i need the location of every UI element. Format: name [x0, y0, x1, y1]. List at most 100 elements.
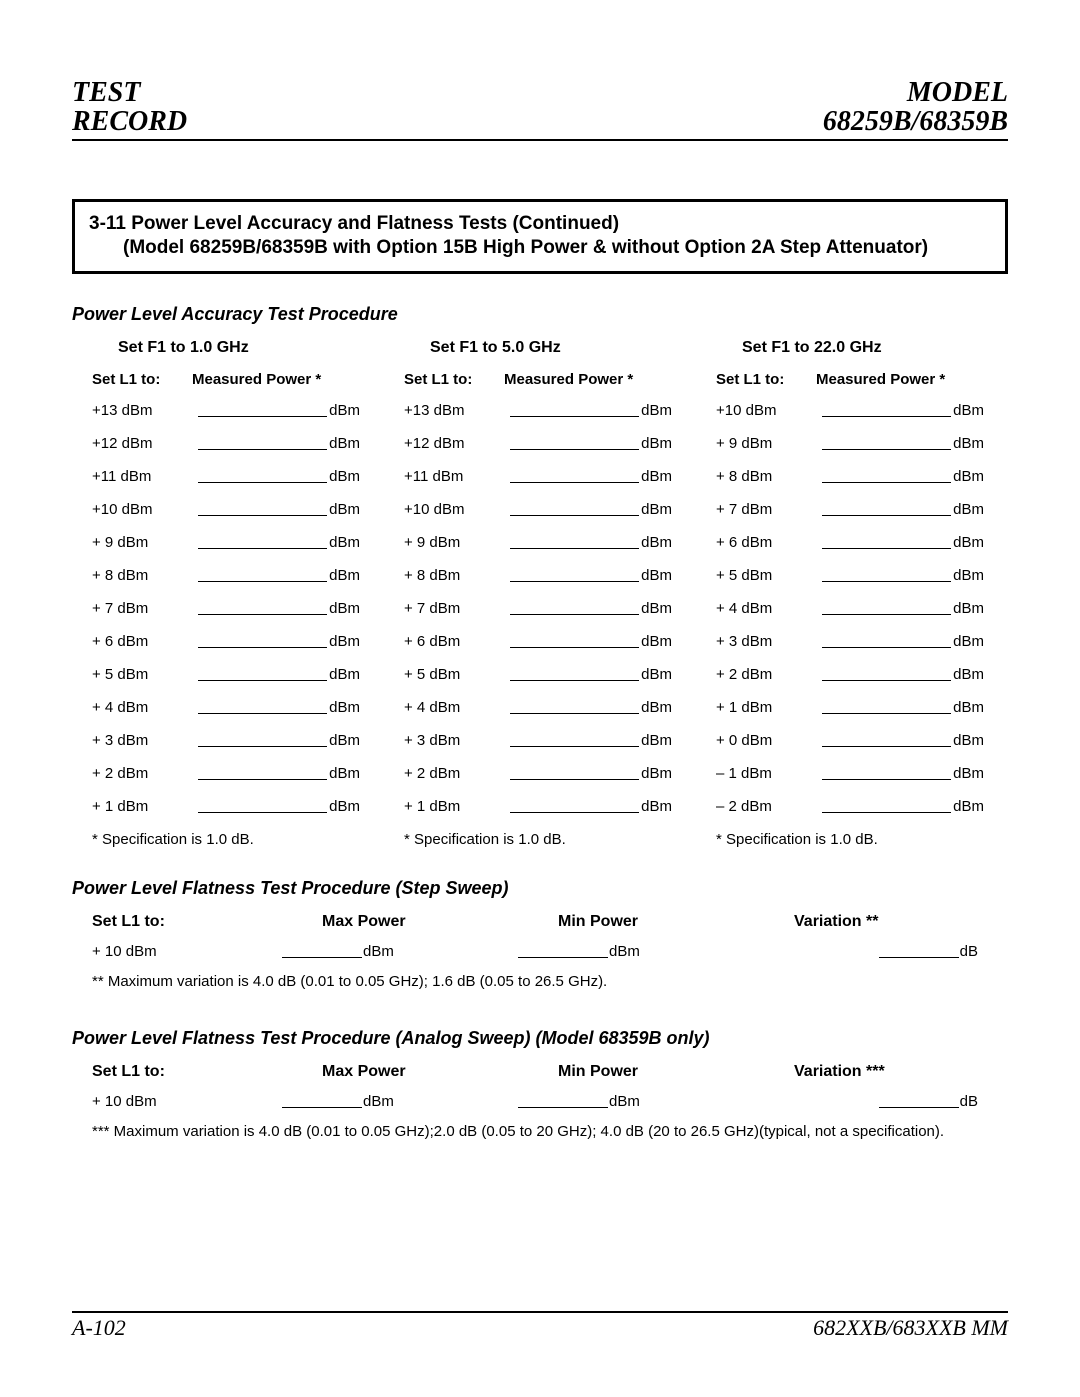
unit-dbm: dBm	[641, 600, 672, 617]
accuracy-row: + 2 dBmdBm	[92, 765, 364, 782]
accuracy-measured-field: dBm	[192, 600, 364, 617]
unit-dbm: dBm	[953, 765, 984, 782]
accuracy-row: – 1 dBm dBm	[716, 765, 988, 782]
accuracy-measured-field: dBm	[192, 699, 364, 716]
accuracy-measured-field: dBm	[192, 798, 364, 815]
flatness-analog-col4: Variation ***	[754, 1063, 988, 1081]
accuracy-level: + 2 dBm	[716, 666, 816, 683]
accuracy-row: + 4 dBmdBm	[716, 600, 988, 617]
flatness-analog-var-field: dB	[754, 1093, 988, 1110]
accuracy-measured-field: dBm	[504, 765, 676, 782]
unit-dbm: dBm	[953, 435, 984, 452]
accuracy-level: + 1 dBm	[716, 699, 816, 716]
accuracy-spec-note: * Specification is 1.0 dB.	[716, 831, 988, 848]
accuracy-measured-field: dBm	[192, 732, 364, 749]
unit-dbm: dBm	[641, 732, 672, 749]
accuracy-measured-field: dBm	[816, 732, 988, 749]
accuracy-measured-field: dBm	[816, 402, 988, 419]
accuracy-measured-field: dBm	[192, 633, 364, 650]
accuracy-row: +12 dBmdBm	[92, 435, 364, 452]
unit-dbm: dBm	[641, 534, 672, 551]
flatness-analog-table: Set L1 to: Max Power Min Power Variation…	[72, 1063, 1008, 1142]
flatness-step-col2: Max Power	[282, 913, 518, 931]
accuracy-row: + 7 dBmdBm	[716, 501, 988, 518]
accuracy-row: +11 dBmdBm	[92, 468, 364, 485]
accuracy-measured-field: dBm	[504, 732, 676, 749]
unit-dbm: dBm	[953, 732, 984, 749]
accuracy-measured-field: dBm	[192, 765, 364, 782]
flatness-step-note: ** Maximum variation is 4.0 dB (0.01 to …	[116, 972, 988, 992]
accuracy-level: + 1 dBm	[92, 798, 192, 815]
accuracy-level: +10 dBm	[716, 402, 816, 419]
accuracy-measured-field: dBm	[504, 468, 676, 485]
accuracy-measured-field: dBm	[504, 798, 676, 815]
accuracy-level: – 1 dBm	[716, 765, 816, 782]
unit-dbm: dBm	[953, 567, 984, 584]
accuracy-measured-field: dBm	[504, 435, 676, 452]
unit-dbm: dBm	[363, 943, 394, 960]
header-right-line1: MODEL	[823, 78, 1008, 107]
unit-dbm: dBm	[641, 468, 672, 485]
accuracy-measured-field: dBm	[192, 534, 364, 551]
accuracy-row: + 1 dBmdBm	[92, 798, 364, 815]
accuracy-measured-field: dBm	[192, 501, 364, 518]
accuracy-row: – 2 dBmdBm	[716, 798, 988, 815]
unit-dbm: dBm	[953, 534, 984, 551]
accuracy-level: + 8 dBm	[92, 567, 192, 584]
accuracy-level: + 0 dBm	[716, 732, 816, 749]
accuracy-level: + 7 dBm	[716, 501, 816, 518]
accuracy-row: + 1 dBmdBm	[404, 798, 676, 815]
unit-dbm: dBm	[329, 567, 360, 584]
accuracy-row: + 3 dBmdBm	[92, 732, 364, 749]
accuracy-row: + 2 dBmdBm	[404, 765, 676, 782]
accuracy-spec-note: * Specification is 1.0 dB.	[92, 831, 364, 848]
accuracy-level: +13 dBm	[404, 402, 504, 419]
flatness-step-max-field: dBm	[282, 943, 518, 960]
accuracy-row: +11 dBm dBm	[404, 468, 676, 485]
unit-dbm: dBm	[329, 732, 360, 749]
accuracy-measured-field: dBm	[816, 666, 988, 683]
unit-dbm: dBm	[953, 600, 984, 617]
accuracy-row: + 2 dBmdBm	[716, 666, 988, 683]
unit-dbm: dBm	[641, 666, 672, 683]
accuracy-measured-field: dBm	[504, 633, 676, 650]
accuracy-col-measured: Measured Power *	[816, 371, 988, 388]
accuracy-row: +10 dBmdBm	[404, 501, 676, 518]
accuracy-level: + 8 dBm	[404, 567, 504, 584]
accuracy-row: + 3 dBmdBm	[716, 633, 988, 650]
unit-dbm: dBm	[609, 943, 640, 960]
accuracy-measured-field: dBm	[192, 468, 364, 485]
accuracy-measured-field: dBm	[192, 567, 364, 584]
page-footer: A-102 682XXB/683XXB MM	[72, 1311, 1008, 1341]
accuracy-row: + 6 dBmdBm	[404, 633, 676, 650]
accuracy-row: + 1 dBmdBm	[716, 699, 988, 716]
accuracy-measured-field: dBm	[816, 534, 988, 551]
accuracy-measured-field: dBm	[816, 765, 988, 782]
accuracy-row: + 9 dBm dBm	[404, 534, 676, 551]
page-header: TEST RECORD MODEL 68259B/68359B	[72, 78, 1008, 141]
accuracy-level: + 9 dBm	[404, 534, 504, 551]
accuracy-measured-field: dBm	[504, 534, 676, 551]
accuracy-group: Set F1 to 1.0 GHzSet L1 to:Measured Powe…	[92, 339, 364, 848]
accuracy-measured-field: dBm	[816, 567, 988, 584]
accuracy-row: +13 dBmdBm	[404, 402, 676, 419]
accuracy-level: + 4 dBm	[404, 699, 504, 716]
accuracy-col-set: Set L1 to:	[404, 371, 504, 388]
accuracy-row: + 9 dBmdBm	[716, 435, 988, 452]
accuracy-measured-field: dBm	[816, 633, 988, 650]
accuracy-level: + 7 dBm	[404, 600, 504, 617]
accuracy-col-set: Set L1 to:	[716, 371, 816, 388]
unit-db: dB	[960, 1093, 978, 1110]
accuracy-level: +11 dBm	[92, 468, 192, 485]
accuracy-measured-field: dBm	[504, 666, 676, 683]
accuracy-group: Set F1 to 5.0 GHzSet L1 to:Measured Powe…	[404, 339, 676, 848]
flatness-analog-min-field: dBm	[518, 1093, 754, 1110]
accuracy-measured-field: dBm	[504, 567, 676, 584]
unit-dbm: dBm	[329, 402, 360, 419]
footer-right: 682XXB/683XXB MM	[813, 1315, 1008, 1341]
unit-dbm: dBm	[641, 501, 672, 518]
section-title-line1: 3-11 Power Level Accuracy and Flatness T…	[89, 212, 991, 236]
accuracy-measured-field: dBm	[816, 699, 988, 716]
unit-dbm: dBm	[641, 798, 672, 815]
accuracy-level: +11 dBm	[404, 468, 504, 485]
